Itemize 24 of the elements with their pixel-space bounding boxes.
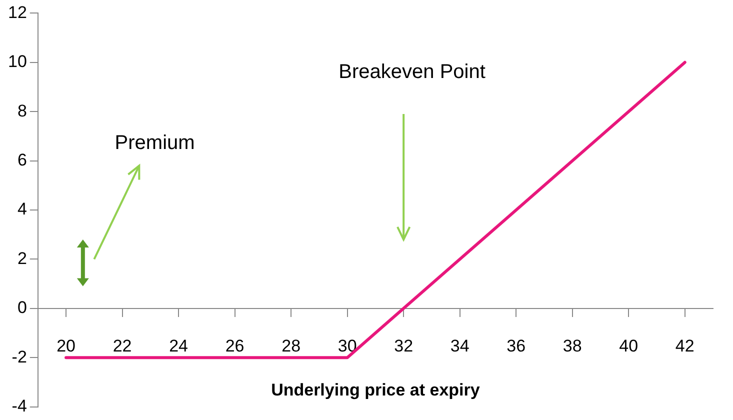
x-tick-label: 28 (282, 336, 301, 356)
y-tick-label: -2 (12, 347, 27, 366)
x-tick-label: 40 (619, 336, 638, 356)
x-tick-label: 22 (112, 336, 132, 356)
x-tick-label: 24 (169, 336, 188, 356)
x-axis-title: Underlying price at expiry (271, 380, 480, 400)
y-tick-label: 4 (17, 200, 27, 219)
y-tick-label: 2 (17, 248, 27, 268)
y-tick-label: 10 (8, 52, 27, 72)
x-tick-label: 30 (338, 336, 357, 356)
x-tick-label: 36 (506, 336, 526, 356)
annotation: Premium (114, 132, 195, 154)
x-tick-label: 42 (675, 336, 694, 356)
y-tick-label: 12 (8, 2, 27, 22)
y-tick-label: -4 (12, 396, 27, 416)
y-tick-label: 6 (17, 150, 27, 170)
y-tick-label: 8 (17, 101, 27, 120)
x-tick-label: 34 (450, 336, 470, 356)
x-tick-label: 32 (394, 336, 414, 356)
x-tick-label: 26 (225, 336, 244, 356)
x-tick-label: 38 (562, 336, 582, 356)
y-tick-label: 0 (17, 298, 27, 318)
annotation: Breakeven Point (338, 60, 486, 83)
x-tick-label: 20 (56, 336, 76, 356)
